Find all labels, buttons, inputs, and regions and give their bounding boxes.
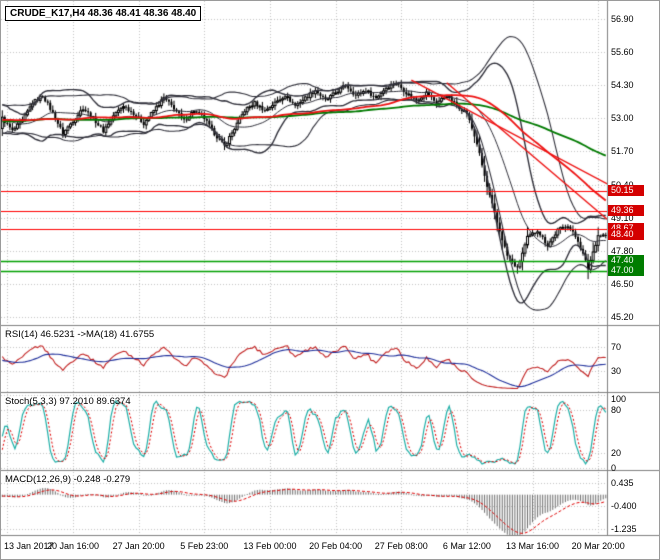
price-chart-canvas[interactable] <box>1 1 659 559</box>
mt4-chart-window: CRUDE_K17,H4 48.36 48.41 48.36 48.40 RSI… <box>0 0 660 560</box>
